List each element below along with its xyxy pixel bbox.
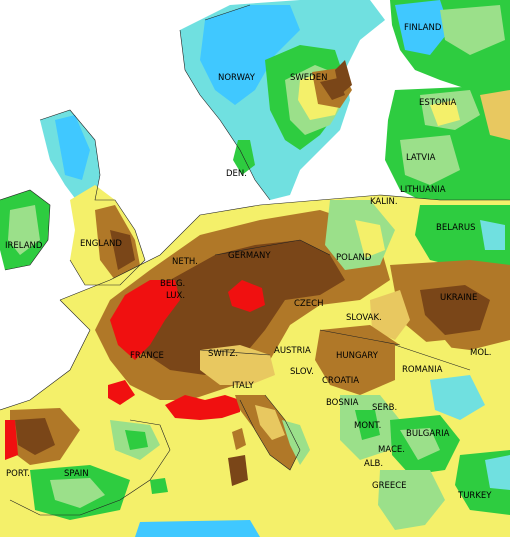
label-turkey: TURKEY	[457, 491, 492, 501]
label-croatia: CROATIA	[322, 376, 359, 386]
label-greece: GREECE	[372, 481, 407, 491]
label-norway: NORWAY	[218, 73, 256, 83]
label-spain: SPAIN	[64, 469, 89, 479]
label-belarus: BELARUS	[436, 223, 475, 233]
label-lithuania: LITHUANIA	[400, 185, 446, 195]
label-poland: POLAND	[336, 253, 372, 263]
label-port: PORT.	[6, 469, 30, 479]
hotspot-germany	[228, 280, 265, 312]
label-belg: BELG.	[160, 279, 185, 289]
finland-region	[390, 0, 510, 90]
hotspot-france-south	[165, 395, 240, 420]
label-england: ENGLAND	[80, 239, 122, 249]
label-kalin: KALIN.	[370, 197, 398, 207]
label-estonia: ESTONIA	[419, 98, 457, 108]
label-switz: SWITZ.	[208, 349, 238, 359]
label-bulgaria: BULGARIA	[406, 429, 450, 439]
british-isles	[0, 110, 145, 285]
label-austria: AUSTRIA	[274, 346, 311, 356]
label-mol: MOL.	[470, 348, 491, 358]
label-slov: SLOV.	[290, 367, 314, 377]
label-bosnia: BOSNIA	[326, 398, 359, 408]
label-germany: GERMANY	[228, 251, 271, 261]
label-ireland: IRELAND	[5, 241, 43, 251]
border-lines	[0, 4, 510, 516]
label-lux: LUX.	[166, 291, 185, 301]
label-france: FRANCE	[130, 351, 164, 361]
label-mont: MONT.	[354, 421, 381, 431]
label-sweden: SWEDEN	[290, 73, 327, 83]
label-neth: NETH.	[172, 257, 198, 267]
label-mace: MACE.	[378, 445, 405, 455]
label-ukraine: UKRAINE	[440, 293, 477, 303]
label-hungary: HUNGARY	[336, 351, 379, 361]
label-czech: CZECH	[294, 299, 323, 309]
label-den: DEN.	[226, 169, 247, 179]
continent-region	[0, 195, 510, 537]
label-latvia: LATVIA	[406, 153, 436, 163]
label-slovak: SLOVAK.	[346, 313, 382, 323]
label-serb: SERB.	[372, 403, 397, 413]
label-romania: ROMANIA	[402, 365, 443, 375]
baltic-region	[385, 85, 510, 210]
islands	[135, 60, 352, 537]
hotspot-france-north	[110, 280, 180, 360]
label-alb: ALB.	[364, 459, 383, 469]
label-italy: ITALY	[232, 381, 254, 391]
country-labels: FINLAND NORWAY SWEDEN ESTONIA LATVIA LIT…	[5, 23, 492, 501]
label-finland: FINLAND	[404, 23, 442, 33]
